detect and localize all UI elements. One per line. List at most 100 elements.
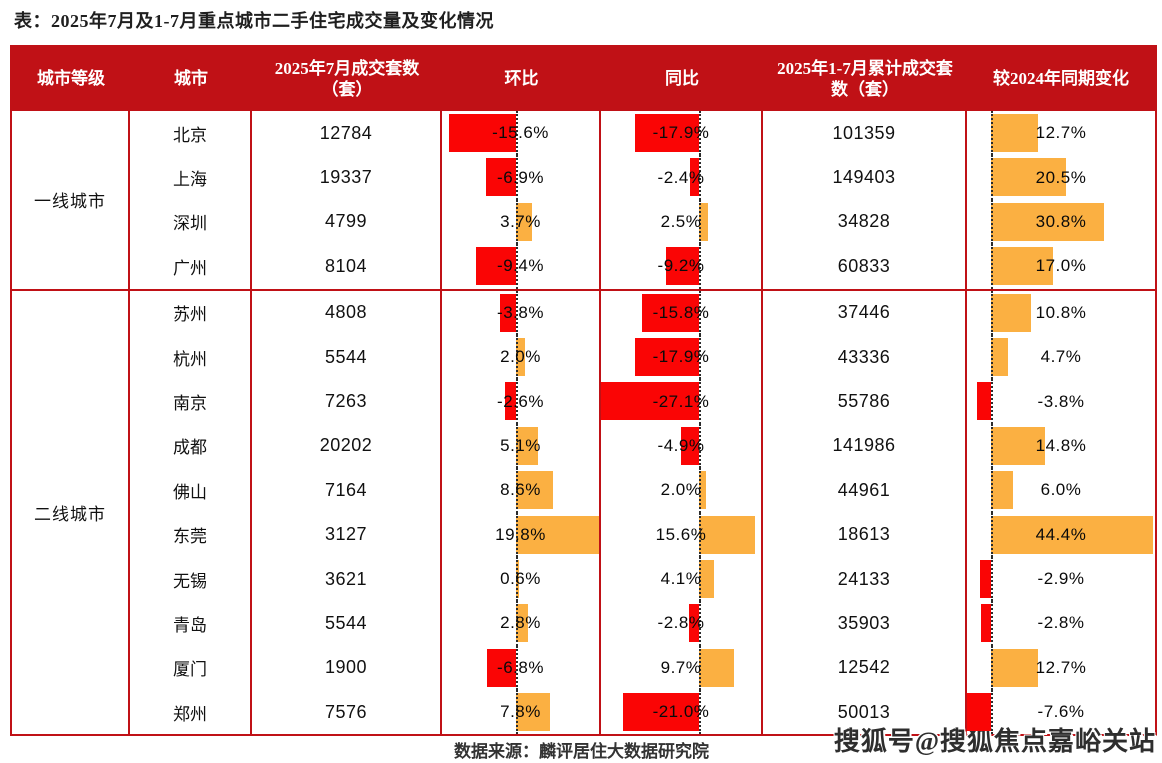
- vs2024-value: 30.8%: [1035, 211, 1087, 231]
- tier-rows: 苏州 4808 -3.8% -15.8% 37446 10.8% 杭州 5544…: [130, 290, 1155, 735]
- yoy-change-cell: 2.0%: [601, 468, 763, 513]
- zero-axis-line: [699, 379, 701, 424]
- vs2024-bar: [991, 293, 1031, 332]
- vs2024-bar: [991, 648, 1038, 687]
- mom-value: 7.8%: [500, 702, 541, 722]
- mom-change-cell: 7.8%: [442, 690, 601, 735]
- mom-change-cell: 0.6%: [442, 556, 601, 602]
- zero-axis-line: [991, 556, 993, 602]
- mom-value: -6.8%: [497, 657, 544, 677]
- mom-value: -9.4%: [497, 256, 544, 276]
- city-cell: 上海: [130, 155, 252, 200]
- city-cell: 郑州: [130, 690, 252, 735]
- zero-axis-line: [699, 423, 701, 469]
- zero-axis-line: [991, 423, 993, 469]
- cum-volume-cell: 43336: [763, 334, 967, 380]
- header-cum-volume: 2025年1-7月累计成交套数（套）: [777, 58, 953, 99]
- yoy-bar: [665, 247, 699, 286]
- yoy-change-cell: 9.7%: [601, 645, 763, 691]
- table-row: 无锡 3621 0.6% 4.1% 24133 -2.9%: [130, 556, 1155, 602]
- vs2024-value: 6.0%: [1040, 480, 1082, 500]
- zero-axis-line: [699, 645, 701, 691]
- yoy-bar: [623, 693, 699, 732]
- table-row: 郑州 7576 7.8% -21.0% 50013 -7.6%: [130, 690, 1155, 735]
- zero-axis-line: [516, 512, 518, 557]
- zero-axis-line: [699, 155, 701, 200]
- yoy-change-cell: -17.9%: [601, 334, 763, 380]
- zero-axis-line: [516, 290, 518, 335]
- zero-axis-line: [699, 244, 701, 289]
- city-cell: 杭州: [130, 334, 252, 380]
- yoy-value: -17.9%: [652, 347, 710, 367]
- yoy-bar: [699, 515, 756, 554]
- zero-axis-line: [699, 690, 701, 735]
- mom-bar: [499, 293, 516, 332]
- vs2024-value: 12.7%: [1035, 657, 1087, 677]
- vs2024-change-cell: 44.4%: [967, 512, 1155, 557]
- yoy-bar: [642, 293, 699, 332]
- vs2024-change-cell: 6.0%: [967, 468, 1155, 513]
- zero-axis-line: [991, 645, 993, 691]
- mom-value: 5.1%: [500, 435, 541, 455]
- city-cell: 南京: [130, 379, 252, 424]
- tier-label: 一线城市: [12, 111, 130, 289]
- yoy-change-cell: -4.9%: [601, 423, 763, 469]
- city-cell: 成都: [130, 423, 252, 469]
- mom-value: 8.6%: [500, 480, 541, 500]
- vs2024-bar: [977, 382, 991, 421]
- table-row: 佛山 7164 8.6% 2.0% 44961 6.0%: [130, 468, 1155, 513]
- jul-volume-cell: 12784: [252, 111, 442, 156]
- table-row: 上海 19337 -6.9% -2.4% 149403 20.5%: [130, 155, 1155, 200]
- yoy-change-cell: -2.4%: [601, 155, 763, 200]
- cum-volume-cell: 37446: [763, 290, 967, 335]
- jul-volume-cell: 8104: [252, 244, 442, 289]
- zero-axis-line: [991, 334, 993, 380]
- zero-axis-line: [699, 290, 701, 335]
- tier-block: 二线城市 苏州 4808 -3.8% -15.8% 37446 10.8% 杭州…: [12, 288, 1155, 735]
- watermark-sohu: 搜狐号@搜狐焦点嘉峪关站: [833, 727, 1156, 756]
- table-body: 一线城市 北京 12784 -15.6% -17.9% 101359 12.7%…: [12, 111, 1155, 735]
- tier-label: 二线城市: [12, 290, 130, 735]
- yoy-change-cell: -17.9%: [601, 111, 763, 156]
- mom-bar: [516, 471, 553, 510]
- vs2024-bar: [967, 693, 991, 732]
- yoy-value: 9.7%: [660, 657, 702, 677]
- yoy-value: 4.1%: [660, 569, 702, 589]
- zero-axis-line: [991, 690, 993, 735]
- vs2024-bar: [991, 247, 1054, 286]
- mom-bar: [486, 158, 516, 197]
- tier-rows: 北京 12784 -15.6% -17.9% 101359 12.7% 上海 1…: [130, 111, 1155, 289]
- mom-bar: [516, 693, 550, 732]
- zero-axis-line: [516, 111, 518, 156]
- zero-axis-line: [991, 290, 993, 335]
- jul-volume-cell: 4808: [252, 290, 442, 335]
- cum-volume-cell: 141986: [763, 423, 967, 469]
- zero-axis-line: [991, 111, 993, 156]
- mom-change-cell: 8.6%: [442, 468, 601, 513]
- yoy-change-cell: 2.5%: [601, 199, 763, 245]
- vs2024-value: 14.8%: [1035, 435, 1087, 455]
- header-vs2024: 较2024年同期变化: [993, 69, 1129, 89]
- vs2024-change-cell: 12.7%: [967, 645, 1155, 691]
- cum-volume-cell: 50013: [763, 690, 967, 735]
- jul-volume-cell: 4799: [252, 199, 442, 245]
- vs2024-change-cell: 10.8%: [967, 290, 1155, 335]
- vs2024-value: -3.8%: [1037, 391, 1085, 411]
- vs2024-change-cell: 20.5%: [967, 155, 1155, 200]
- yoy-change-cell: -27.1%: [601, 379, 763, 424]
- yoy-bar: [601, 382, 699, 421]
- table-row: 杭州 5544 2.0% -17.9% 43336 4.7%: [130, 334, 1155, 380]
- table-row: 东莞 3127 19.8% 15.6% 18613 44.4%: [130, 512, 1155, 557]
- yoy-bar: [634, 337, 699, 376]
- zero-axis-line: [516, 155, 518, 200]
- mom-value: 19.8%: [495, 524, 546, 544]
- table-row: 厦门 1900 -6.8% 9.7% 12542 12.7%: [130, 645, 1155, 691]
- city-cell: 北京: [130, 111, 252, 156]
- vs2024-change-cell: 17.0%: [967, 244, 1155, 289]
- vs2024-change-cell: -3.8%: [967, 379, 1155, 424]
- vs2024-value: -2.9%: [1037, 569, 1085, 589]
- tier-block: 一线城市 北京 12784 -15.6% -17.9% 101359 12.7%…: [12, 111, 1155, 289]
- header-city: 城市: [174, 69, 208, 89]
- zero-axis-line: [516, 379, 518, 424]
